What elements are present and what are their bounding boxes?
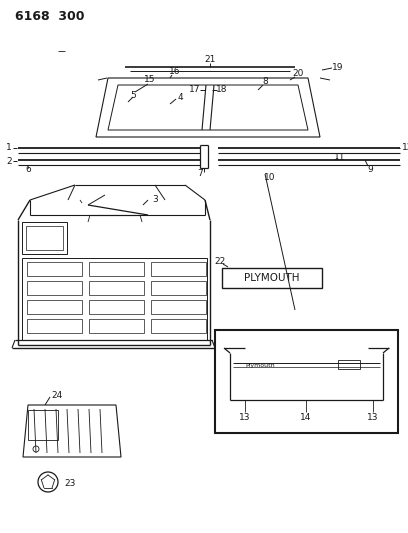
Text: 17: 17	[189, 85, 201, 94]
Text: 21: 21	[204, 55, 216, 64]
Text: 8: 8	[262, 77, 268, 86]
Bar	[26, 226, 63, 250]
Text: 9: 9	[367, 165, 373, 174]
Bar	[22, 222, 67, 254]
Text: 22: 22	[214, 256, 226, 265]
Bar	[151, 281, 206, 295]
Bar	[22, 258, 207, 340]
Bar	[338, 360, 360, 369]
Text: 13: 13	[367, 414, 379, 423]
Text: 4: 4	[177, 93, 183, 101]
Text: 1: 1	[6, 143, 12, 152]
Text: 10: 10	[264, 173, 276, 182]
Text: 7: 7	[197, 169, 203, 179]
Text: 12: 12	[402, 143, 408, 152]
Text: 14: 14	[300, 414, 312, 423]
Text: 24: 24	[51, 391, 62, 400]
Bar	[27, 300, 82, 314]
Bar	[89, 319, 144, 333]
Text: 19: 19	[332, 63, 344, 72]
Text: 20: 20	[292, 69, 304, 78]
Bar	[215, 330, 398, 433]
Text: 15: 15	[144, 76, 156, 85]
Bar	[28, 410, 58, 440]
Text: PLYMOUTH: PLYMOUTH	[244, 273, 300, 283]
Bar	[27, 319, 82, 333]
Text: 16: 16	[169, 68, 181, 77]
Bar	[151, 262, 206, 276]
Text: 6168  300: 6168 300	[15, 10, 84, 22]
Text: 13: 13	[239, 414, 251, 423]
Text: 3: 3	[152, 196, 158, 205]
Text: Plymouth: Plymouth	[245, 362, 275, 367]
Bar	[151, 319, 206, 333]
Bar	[27, 281, 82, 295]
Bar	[89, 262, 144, 276]
Bar	[27, 262, 82, 276]
Text: 5: 5	[130, 91, 136, 100]
Text: 2: 2	[7, 157, 12, 166]
Bar	[89, 300, 144, 314]
Text: 11: 11	[334, 152, 346, 161]
Text: 6: 6	[25, 165, 31, 174]
Bar	[89, 281, 144, 295]
Bar	[222, 268, 322, 288]
Bar	[151, 300, 206, 314]
Text: 23: 23	[64, 480, 76, 489]
Text: 18: 18	[216, 85, 228, 94]
